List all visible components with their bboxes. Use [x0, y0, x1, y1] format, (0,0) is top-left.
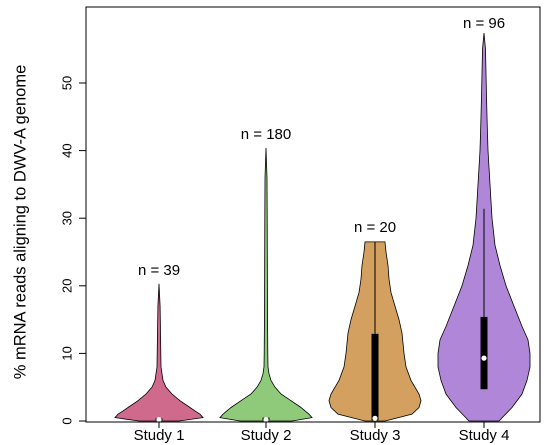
y-tick-label-20: 20: [59, 279, 74, 293]
violin-2: [219, 147, 313, 422]
iqr-box-4: [480, 316, 488, 390]
n-label-3: n = 20: [354, 219, 396, 236]
y-tick-label-30: 30: [59, 211, 74, 225]
y-tick-label-40: 40: [59, 143, 74, 157]
y-tick-label-10: 10: [59, 346, 74, 360]
iqr-box-3: [371, 333, 379, 421]
median-point-4: [481, 355, 487, 361]
plot-frame: [85, 6, 541, 423]
y-tick-label-0: 0: [59, 417, 74, 424]
annotation-layer: n = 39 n = 180 n = 20 n = 96: [138, 15, 505, 279]
violin-layer: [114, 32, 531, 423]
x-tick-label-3: Study 3: [350, 427, 401, 444]
y-tick-label-50: 50: [59, 76, 74, 90]
n-label-4: n = 96: [463, 15, 505, 32]
median-point-3: [372, 415, 378, 421]
x-axis: Study 1 Study 2 Study 3 Study 4: [134, 422, 510, 444]
violin-1: [114, 283, 204, 422]
y-axis-title: % mRNA reads aligning to DWV-A genome: [11, 65, 29, 380]
n-label-1: n = 39: [138, 262, 180, 279]
x-tick-label-1: Study 1: [134, 427, 185, 444]
y-axis: 0 10 20 30 40 50: [59, 76, 86, 425]
n-label-2: n = 180: [241, 126, 291, 143]
x-tick-label-2: Study 2: [241, 427, 292, 444]
median-point-1: [156, 417, 162, 423]
median-point-2: [263, 417, 269, 423]
x-tick-label-4: Study 4: [459, 427, 510, 444]
